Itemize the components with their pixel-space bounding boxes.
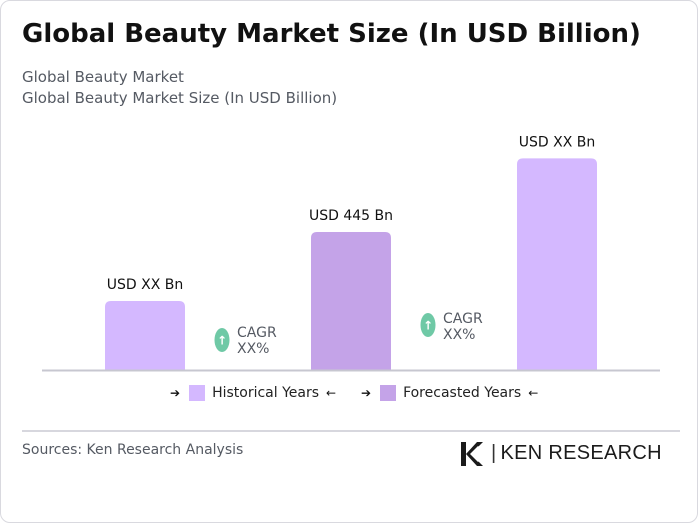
cagr-label: CAGR [443,311,483,327]
bar-1 [105,301,185,370]
up-arrow-glyph: ↑ [217,334,227,348]
legend-swatch-forecasted [380,385,397,401]
up-arrow-glyph: ↑ [423,319,433,333]
logo-text: KEN RESEARCH [500,442,662,464]
chart-legend: ➔ Historical Years ← ➔ Forecasted Years … [1,385,700,405]
legend-swatch-historical [189,385,206,401]
arrow-left-icon: ← [326,386,337,400]
chart-subtitle-size: Global Beauty Market Size (In USD Billio… [22,89,338,107]
cagr-label: CAGR [237,325,277,341]
arrow-right-icon: ➔ [361,386,372,400]
arrow-left-icon: ← [528,386,539,400]
chart-subtitle-market: Global Beauty Market [22,68,184,86]
bar-3 [517,158,597,370]
cagr-value: XX% [443,327,475,343]
sources-note: Sources: Ken Research Analysis [22,442,244,458]
ken-research-logo-mark [461,442,483,466]
logo-wordmark: | KEN RESEARCH [491,442,662,465]
chart-title: Global Beauty Market Size (In USD Billio… [22,19,641,49]
bar-value-label-3: USD XX Bn [519,134,595,150]
arrow-right-icon: ➔ [170,386,181,400]
bar-value-label-1: USD XX Bn [107,277,183,293]
legend-label-historical: Historical Years [212,385,320,401]
cagr-value: XX% [237,341,269,357]
footer-divider [22,430,680,432]
up-arrow-icon [420,313,436,337]
legend-item-historical: ➔ Historical Years ← [170,385,336,401]
bar-value-label-2: USD 445 Bn [309,208,393,224]
legend-item-forecasted: ➔ Forecasted Years ← [361,385,538,401]
legend-label-forecasted: Forecasted Years [403,385,522,401]
ken-research-logo: | KEN RESEARCH [459,439,683,469]
up-arrow-icon [214,328,230,352]
bar-2 [311,232,391,370]
logo-separator: | [491,442,497,464]
